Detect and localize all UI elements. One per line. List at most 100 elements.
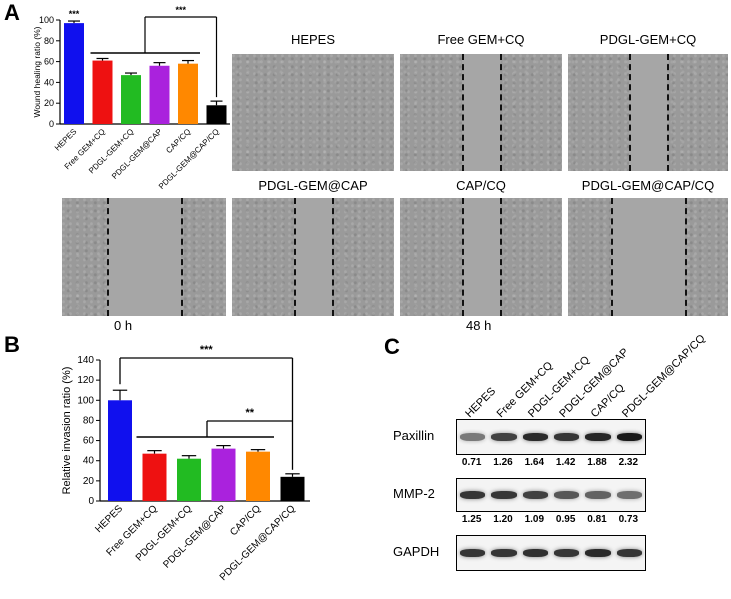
- blot-band: [554, 491, 580, 499]
- densitometry-value: 0.95: [555, 514, 576, 525]
- wound-edge-line: [611, 198, 613, 316]
- micrograph: [400, 54, 562, 171]
- lane-label: HEPES: [463, 385, 498, 420]
- category-label: PDGL-GEM@CAP: [110, 127, 164, 181]
- blot-membrane: [456, 478, 646, 512]
- blot-protein-label: GAPDH: [393, 544, 440, 559]
- y-tick-label: 80: [83, 415, 95, 426]
- blot-membrane: [456, 419, 646, 455]
- densitometry-value: 1.26: [493, 457, 513, 468]
- y-tick-label: 80: [44, 36, 54, 46]
- densitometry-value: 0.81: [587, 514, 607, 525]
- densitometry-value: 0.71: [461, 457, 482, 468]
- lane-label: PDGL-GEM@CAP/CQ: [620, 332, 708, 420]
- blot-band: [522, 491, 548, 499]
- wound-edge-line: [667, 54, 669, 171]
- lane-label: Free GEM+CQ: [495, 359, 556, 420]
- blot-band: [491, 549, 517, 557]
- category-label: CAP/CQ: [164, 127, 192, 155]
- y-tick-label: 60: [83, 436, 95, 447]
- y-tick-label: 40: [44, 77, 54, 87]
- densitometry-value: 1.25: [461, 514, 482, 525]
- time-label-48h: 48 h: [466, 318, 492, 333]
- invasion-chart: 0 20 40 60 80 100 120 140 Relative invasion rati…: [61, 344, 310, 583]
- densitometry-value: 2.32: [618, 457, 639, 468]
- wound-edge-line: [500, 54, 502, 171]
- y-tick-label: 100: [39, 15, 54, 25]
- blot-band: [460, 549, 486, 557]
- category-label: CAP/CQ: [228, 503, 263, 538]
- panel-label-a: A: [4, 0, 20, 25]
- blot-band: [554, 433, 580, 441]
- significance-label: ***: [69, 9, 80, 19]
- micrograph-title: Free GEM+CQ: [437, 32, 525, 47]
- category-label: PDGL-GEM@CAP: [161, 503, 228, 570]
- bar: [108, 400, 132, 501]
- wound-edge-line: [181, 198, 183, 316]
- densitometry-value: 1.64: [524, 457, 545, 468]
- bar: [206, 105, 227, 124]
- bar: [142, 453, 167, 501]
- y-tick-label: 0: [88, 496, 94, 507]
- bar: [211, 448, 236, 501]
- significance-label: ***: [175, 5, 186, 15]
- wound-edge-line: [462, 54, 464, 171]
- micrograph: [400, 198, 562, 316]
- bar: [92, 60, 113, 124]
- wound-edge-line: [107, 198, 109, 316]
- y-tick-label: 20: [44, 98, 54, 108]
- y-tick-label: 40: [83, 456, 95, 467]
- densitometry-value: 0.73: [618, 514, 639, 525]
- micrograph-title: PDGL-GEM+CQ: [599, 32, 697, 47]
- y-axis-label: Relative invasion ratio (%): [61, 367, 73, 495]
- wound-edge-line: [685, 198, 687, 316]
- bar: [177, 458, 201, 501]
- blot-band: [585, 549, 611, 557]
- densitometry-value: 1.09: [524, 514, 545, 525]
- blot-band: [460, 491, 486, 499]
- blot-protein-label: MMP-2: [393, 486, 435, 501]
- densitometry-value: 1.42: [555, 457, 576, 468]
- micrograph-title: PDGL-GEM@CAP/CQ: [581, 178, 715, 193]
- blot-band: [616, 491, 642, 499]
- micrograph: [568, 54, 728, 171]
- blot-protein-label: Paxillin: [393, 428, 435, 443]
- wound-edge-line: [294, 198, 296, 316]
- bar: [246, 451, 270, 501]
- micrograph-title: CAP/CQ: [456, 178, 506, 193]
- category-label: HEPES: [53, 127, 79, 153]
- significance-label: ***: [200, 344, 214, 356]
- micrograph: [232, 198, 394, 316]
- blot-band: [616, 433, 642, 441]
- blot-band: [522, 433, 548, 441]
- bar: [121, 75, 141, 124]
- blot-band: [585, 433, 611, 441]
- bar: [149, 65, 170, 124]
- y-tick-label: 20: [83, 476, 95, 487]
- micrograph-title: PDGL-GEM@CAP: [258, 178, 368, 193]
- y-axis-label: Wound healing ratio (%): [32, 26, 42, 117]
- densitometry-value: 1.20: [493, 514, 513, 525]
- blot-band: [491, 433, 517, 441]
- bar: [178, 63, 198, 124]
- micrograph-title: HEPES: [290, 32, 336, 47]
- blot-band: [491, 491, 517, 499]
- micrograph: [232, 54, 394, 171]
- y-tick-label: 120: [77, 375, 94, 386]
- micrograph-0h: [62, 198, 226, 316]
- blot-band: [616, 549, 642, 557]
- wound-edge-line: [629, 54, 631, 171]
- blot-band: [554, 549, 580, 557]
- bar: [280, 476, 305, 501]
- y-tick-label: 60: [44, 57, 54, 67]
- wound-edge-line: [332, 198, 334, 316]
- bar: [64, 23, 84, 124]
- micrograph: [568, 198, 728, 316]
- blot-band: [522, 549, 548, 557]
- densitometry-value: 1.88: [587, 457, 607, 468]
- category-label: HEPES: [93, 503, 125, 535]
- time-label-0h: 0 h: [114, 318, 133, 333]
- blot-band: [460, 433, 486, 441]
